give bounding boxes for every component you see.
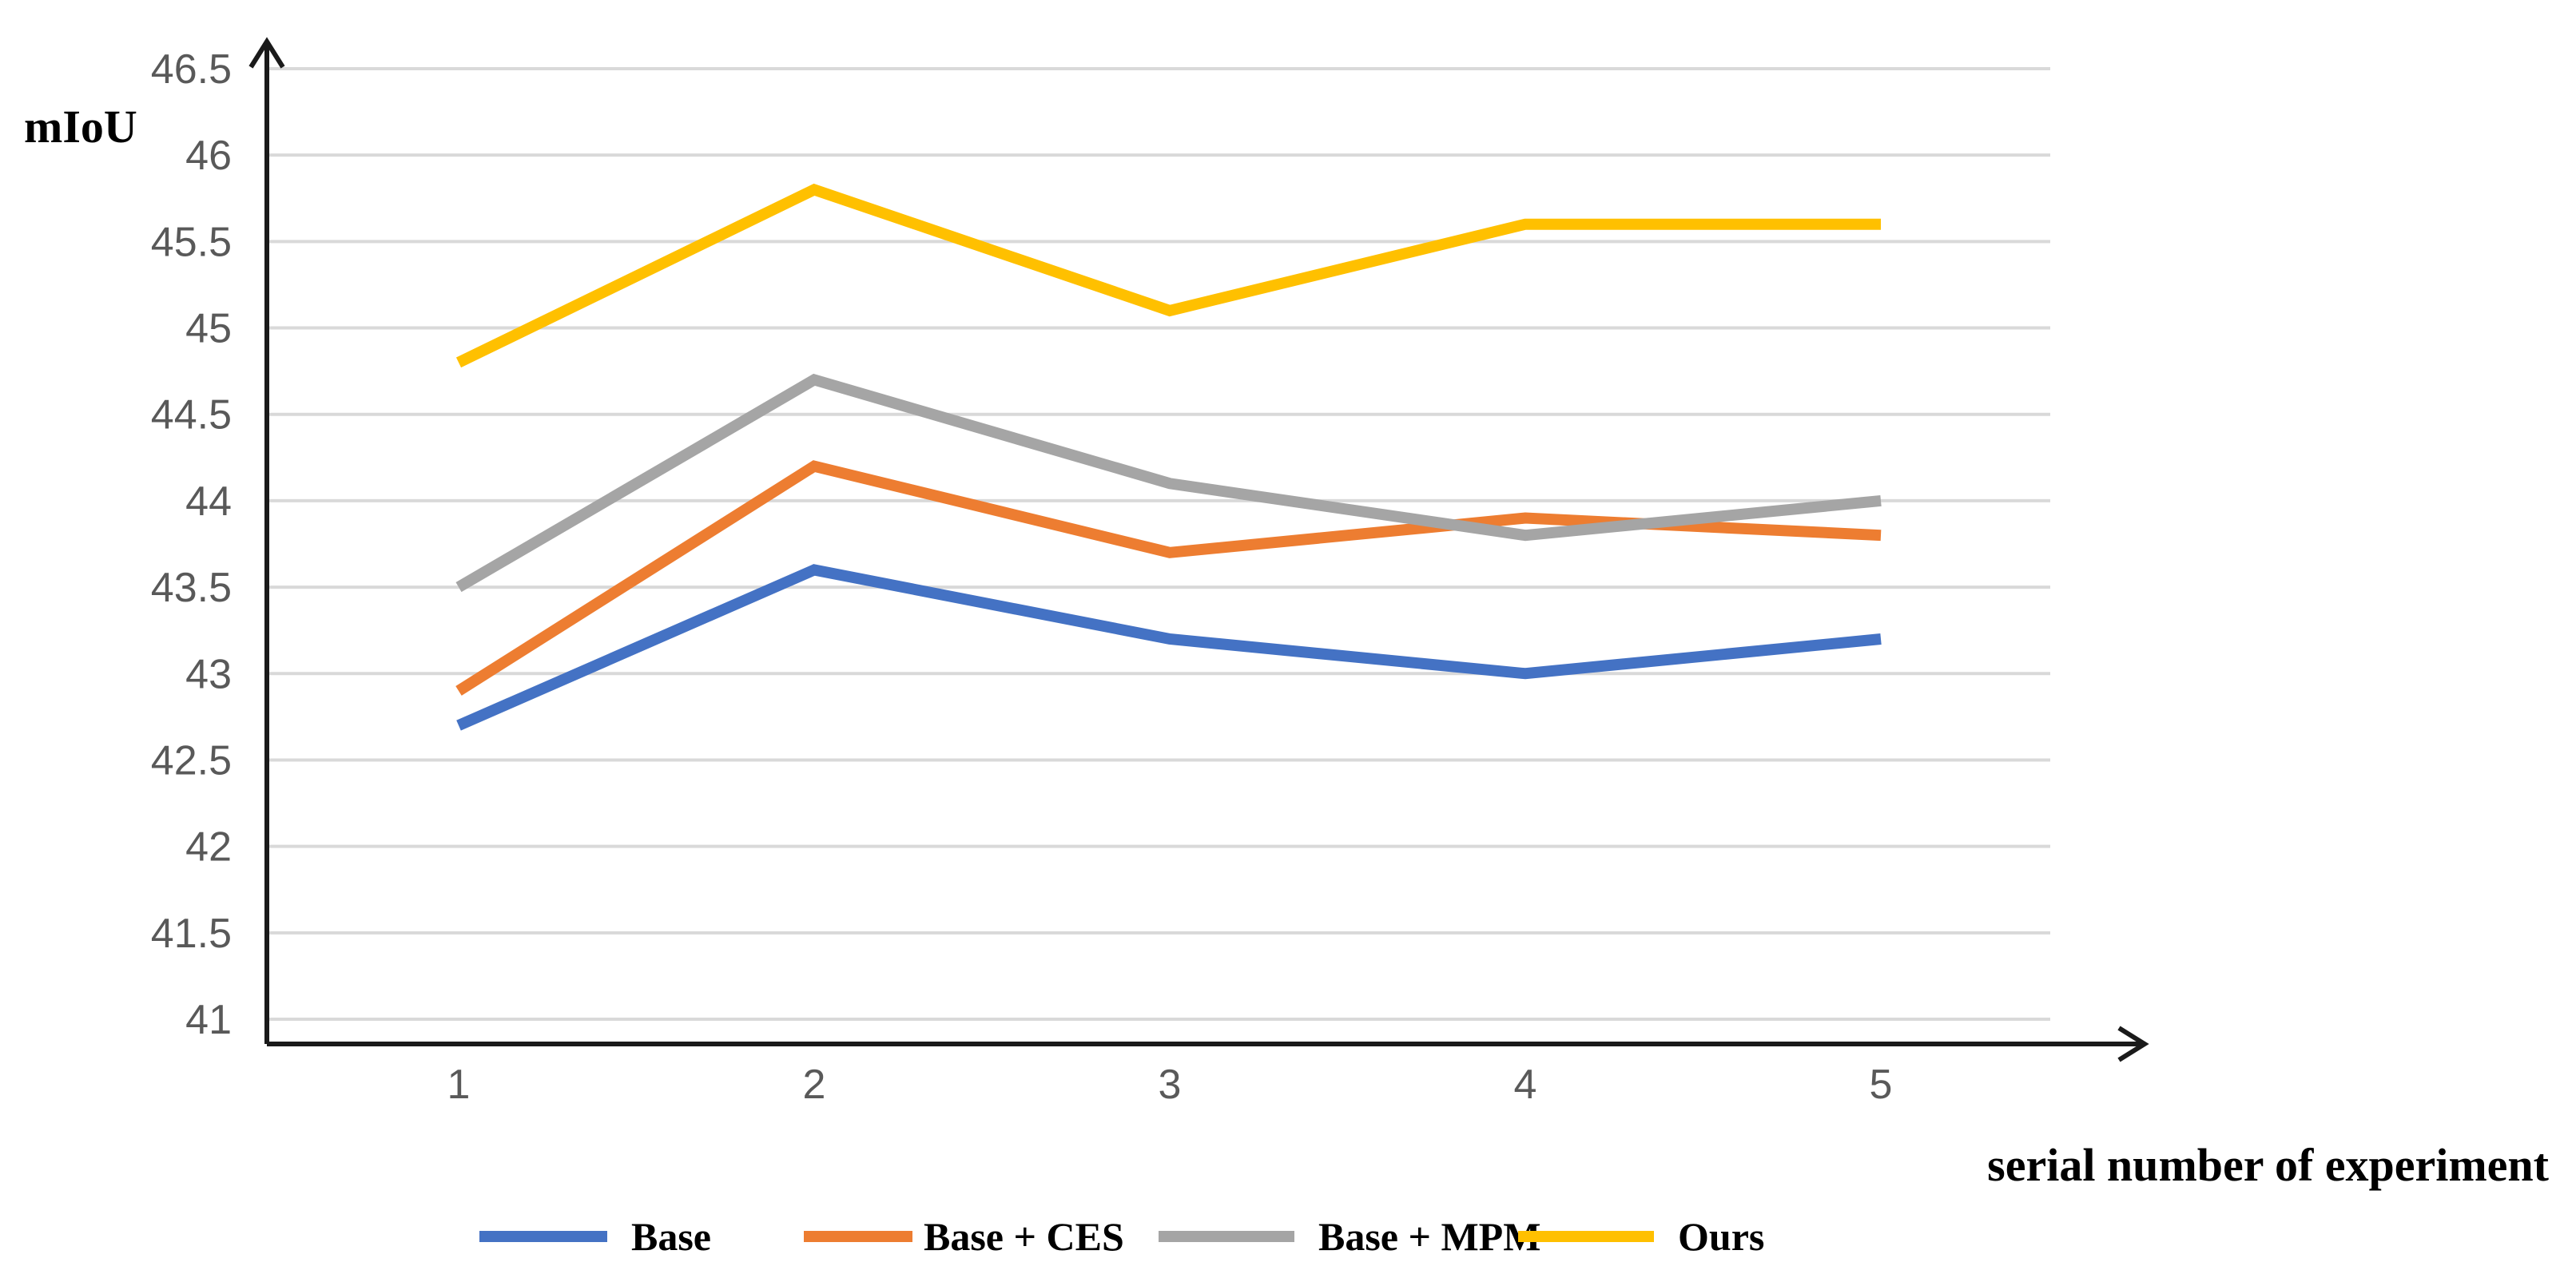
legend-label: Base + CES	[924, 1214, 1124, 1259]
y-tick-label: 44.5	[151, 392, 232, 439]
gridlines	[267, 67, 2050, 1021]
y-axis-arrowhead	[248, 37, 285, 69]
x-axis-arrowhead	[2117, 1026, 2149, 1062]
y-tick-label: 45	[185, 306, 232, 352]
y-axis-tick-labels: 41 41.5 42 42.5 43 43.5 44 44.5 45 45.5 46 46.5	[151, 46, 232, 1043]
y-axis-title: mIoU	[24, 101, 137, 153]
y-tick-label: 42	[185, 824, 232, 871]
x-tick-label: 2	[803, 1062, 826, 1108]
x-tick-label: 5	[1870, 1062, 1893, 1108]
x-tick-label: 4	[1514, 1062, 1537, 1108]
y-tick-label: 43	[185, 651, 232, 697]
series-lines	[455, 183, 1882, 731]
x-axis-title: serial number of experiment	[1987, 1139, 2550, 1191]
series-line-base	[456, 564, 1882, 731]
y-tick-label: 42.5	[151, 737, 232, 784]
y-tick-label: 43.5	[151, 565, 232, 611]
y-tick-label: 46.5	[151, 46, 232, 93]
series-line-base-mpm	[455, 373, 1882, 593]
axes	[248, 37, 2149, 1062]
legend: Base Base + CES Base + MPM Ours	[479, 1214, 1764, 1259]
y-tick-label: 46	[185, 133, 232, 179]
x-tick-label: 3	[1159, 1062, 1182, 1108]
legend-label: Base + MPM	[1318, 1214, 1540, 1259]
y-tick-label: 44	[185, 478, 232, 525]
x-axis-tick-labels: 1 2 3 4 5	[447, 1062, 1893, 1108]
series-line-ours	[455, 183, 1881, 368]
y-tick-label: 41.5	[151, 911, 232, 957]
legend-label: Ours	[1678, 1214, 1764, 1259]
x-tick-label: 1	[447, 1062, 471, 1108]
y-tick-label: 41	[185, 997, 232, 1043]
y-tick-label: 45.5	[151, 219, 232, 265]
legend-label: Base	[631, 1214, 711, 1259]
